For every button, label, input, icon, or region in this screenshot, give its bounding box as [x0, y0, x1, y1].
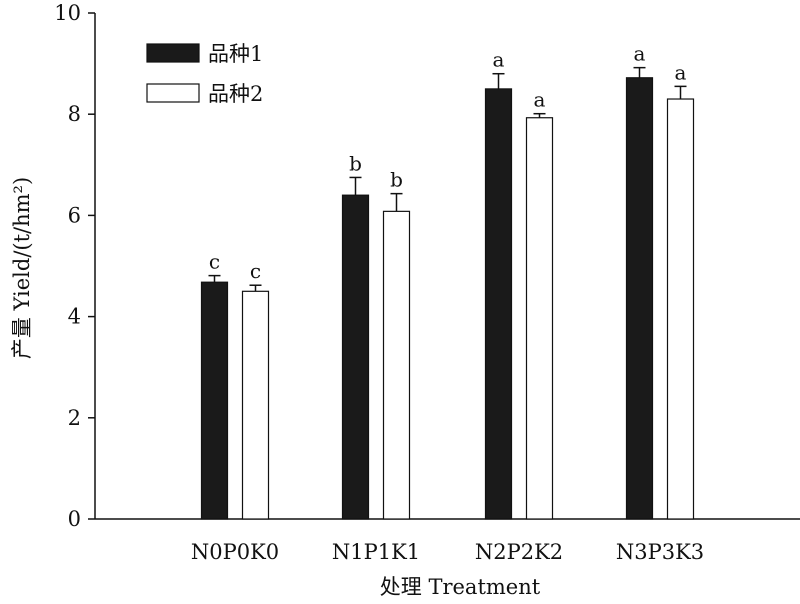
legend-swatch-series-2 — [146, 83, 200, 103]
y-tick-label: 0 — [68, 507, 81, 531]
bar-series-2 — [666, 98, 695, 520]
y-tick-label: 2 — [68, 406, 81, 430]
x-tick-label: N1P1K1 — [332, 540, 420, 564]
legend: 品种1 品种2 — [146, 42, 263, 106]
significance-label: a — [634, 42, 646, 66]
y-tick-label: 8 — [68, 102, 81, 126]
bar-series-1 — [341, 194, 370, 520]
y-ticks: 0 2 4 6 8 10 — [54, 1, 95, 531]
bar-series-2 — [525, 117, 554, 520]
legend-label-series-2: 品种2 — [208, 82, 263, 106]
x-axis-title: 处理 Treatment — [380, 575, 541, 599]
category-labels: N0P0K0 N1P1K1 N2P2K2 N3P3K3 — [191, 540, 704, 564]
bar-series-2 — [382, 210, 411, 520]
y-tick-label: 10 — [54, 1, 81, 25]
y-tick-label: 4 — [68, 305, 81, 329]
y-axis-title: 产量 Yield/(t/hm²) — [10, 177, 34, 359]
bar-series-1 — [625, 77, 654, 520]
bar-series-1 — [484, 88, 513, 520]
bar-series-2 — [241, 290, 270, 520]
legend-label-series-1: 品种1 — [208, 42, 263, 66]
y-tick-label: 6 — [68, 203, 81, 227]
bar-series-1 — [200, 281, 229, 520]
significance-label: c — [250, 259, 261, 283]
significance-label: c — [209, 250, 220, 274]
legend-swatch-series-1 — [146, 43, 200, 63]
significance-label: b — [390, 168, 403, 192]
bars: c c b b a a a a — [200, 42, 695, 520]
significance-label: a — [534, 88, 546, 112]
x-tick-label: N0P0K0 — [191, 540, 279, 564]
significance-label: a — [493, 48, 505, 72]
x-tick-label: N2P2K2 — [475, 540, 563, 564]
significance-label: b — [349, 151, 362, 175]
x-tick-label: N3P3K3 — [616, 540, 704, 564]
significance-label: a — [675, 60, 687, 84]
